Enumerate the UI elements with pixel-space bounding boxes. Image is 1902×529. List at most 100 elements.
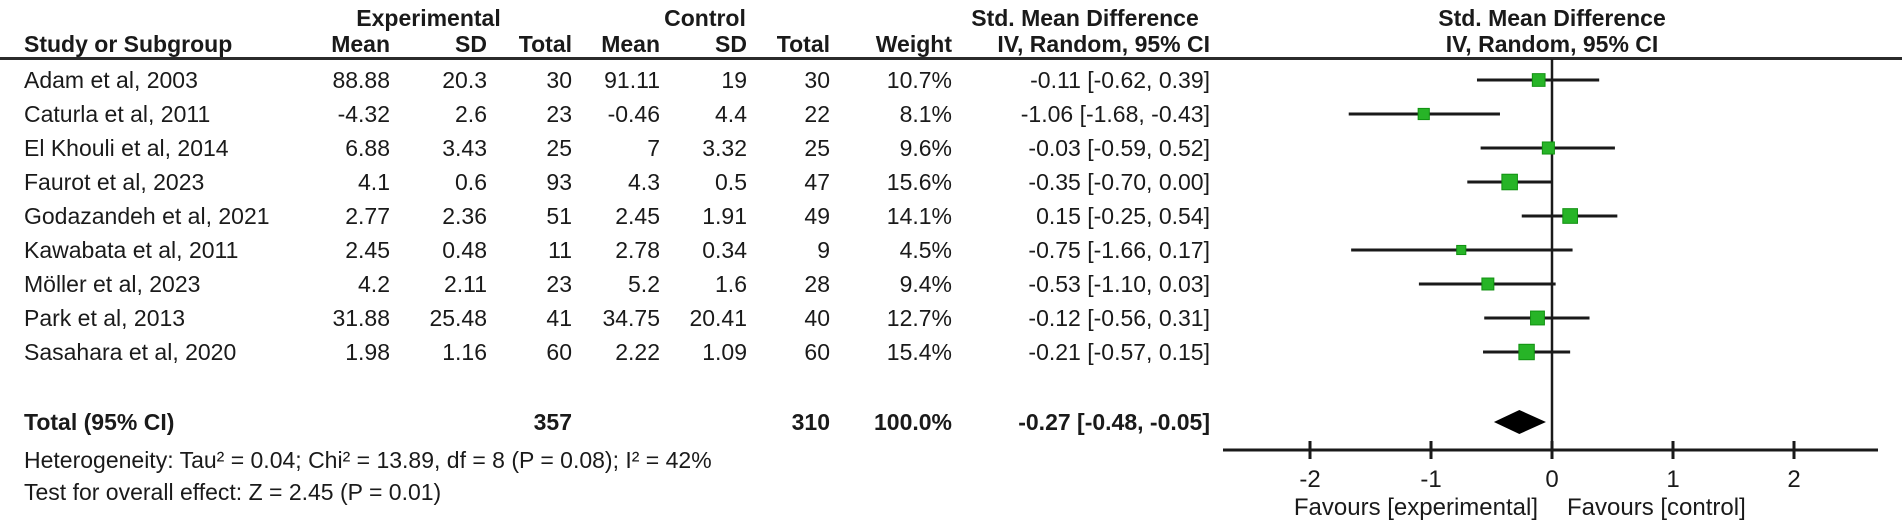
ci-value: -0.12 [-0.56, 0.31] [1028, 305, 1210, 331]
exp-total: 25 [546, 135, 572, 161]
effect-square [1481, 277, 1495, 291]
exp-total: 30 [546, 67, 572, 93]
ctl-total: 30 [804, 67, 830, 93]
ctl-total: 28 [804, 271, 830, 297]
exp-mean: 2.45 [345, 237, 390, 263]
total-exp-n: 357 [533, 409, 572, 435]
weight: 8.1% [899, 101, 952, 127]
exp-mean: 6.88 [345, 135, 390, 161]
effect-square [1501, 173, 1518, 191]
table-row: Park et al, 2013 31.88 25.48 41 34.75 20… [0, 301, 1260, 335]
exp-sd: 0.48 [442, 237, 487, 263]
table-row: Sasahara et al, 2020 1.98 1.16 60 2.22 1… [0, 335, 1260, 369]
exp-mean: -4.32 [337, 101, 390, 127]
ci-value: -0.35 [-0.70, 0.00] [1028, 169, 1210, 195]
ctl-sd: 1.09 [702, 339, 747, 365]
weight: 9.4% [899, 271, 952, 297]
header-control: Control [664, 5, 746, 31]
overall-effect-text: Test for overall effect: Z = 2.45 (P = 0… [24, 479, 442, 505]
exp-total: 93 [546, 169, 572, 195]
column-header-row: Study or Subgroup Mean SD Total Mean SD … [0, 31, 1902, 58]
table-row: Möller et al, 2023 4.2 2.11 23 5.2 1.6 2… [0, 267, 1260, 301]
ctl-sd: 0.34 [702, 237, 747, 263]
study-name: El Khouli et al, 2014 [24, 135, 229, 161]
ctl-total: 22 [804, 101, 830, 127]
header-group-row: Experimental Control Std. Mean Differenc… [0, 5, 1902, 32]
ci-value: -0.11 [-0.62, 0.39] [1030, 67, 1210, 93]
total-ctl-n: 310 [791, 409, 830, 435]
col-study-or-subgroup: Study or Subgroup [24, 31, 233, 57]
ctl-total: 47 [804, 169, 830, 195]
effect-square [1562, 208, 1578, 224]
weight: 4.5% [899, 237, 952, 263]
exp-total: 41 [546, 305, 572, 331]
exp-mean: 4.1 [358, 169, 390, 195]
ctl-total: 9 [817, 237, 830, 263]
ctl-mean: 2.45 [615, 203, 660, 229]
ctl-mean: 91.11 [604, 67, 660, 93]
exp-total: 23 [546, 101, 572, 127]
weight: 9.6% [899, 135, 952, 161]
weight: 14.1% [886, 203, 952, 229]
ci-value: -0.03 [-0.59, 0.52] [1028, 135, 1210, 161]
col-ci-plot: IV, Random, 95% CI [1445, 31, 1659, 57]
col-exp-total: Total [518, 31, 572, 57]
axis-tick-label: 0 [1545, 466, 1558, 493]
exp-sd: 2.11 [443, 271, 487, 297]
header-rule [0, 57, 1902, 60]
col-exp-mean: Mean [331, 31, 390, 57]
axis-tick-label: 1 [1666, 466, 1679, 493]
header-smd-left: Std. Mean Difference [971, 5, 1199, 31]
ctl-total: 60 [804, 339, 830, 365]
axis-tick-label: -1 [1420, 466, 1441, 493]
weight: 10.7% [886, 67, 952, 93]
exp-total: 51 [546, 203, 572, 229]
ctl-total: 40 [804, 305, 830, 331]
exp-mean: 4.2 [358, 271, 390, 297]
table-row: Caturla et al, 2011 -4.32 2.6 23 -0.46 4… [0, 97, 1260, 131]
heterogeneity-text: Heterogeneity: Tau² = 0.04; Chi² = 13.89… [24, 447, 712, 473]
col-ctl-total: Total [776, 31, 830, 57]
exp-sd: 3.43 [442, 135, 487, 161]
ci-value: -0.75 [-1.66, 0.17] [1028, 237, 1210, 263]
total-label: Total (95% CI) [24, 409, 175, 435]
ctl-sd: 1.6 [715, 271, 747, 297]
col-ci: IV, Random, 95% CI [997, 31, 1210, 57]
study-name: Caturla et al, 2011 [24, 101, 211, 127]
table-row: El Khouli et al, 2014 6.88 3.43 25 7 3.3… [0, 131, 1260, 165]
exp-mean: 31.88 [332, 305, 390, 331]
exp-mean: 2.77 [345, 203, 390, 229]
study-name: Sasahara et al, 2020 [24, 339, 237, 365]
forest-plot-canvas: -2 -1 0 1 2 Favours [experimental] Favours [co… [1223, 59, 1878, 521]
ci-value: 0.15 [-0.25, 0.54] [1036, 203, 1210, 229]
effect-square [1456, 244, 1467, 256]
exp-sd: 1.16 [442, 339, 487, 365]
study-name: Park et al, 2013 [24, 305, 186, 331]
ctl-mean: 34.75 [602, 305, 660, 331]
total-row: Total (95% CI) 357 310 100.0% -0.27 [-0.… [0, 405, 1260, 439]
favours-experimental-label: Favours [experimental] [1294, 494, 1538, 521]
col-ctl-mean: Mean [601, 31, 660, 57]
total-ci-value: -0.27 [-0.48, -0.05] [1018, 409, 1210, 435]
weight: 15.6% [886, 169, 952, 195]
exp-sd: 20.3 [442, 67, 487, 93]
ci-value: -0.53 [-1.10, 0.03] [1028, 271, 1210, 297]
ctl-sd: 3.32 [702, 135, 747, 161]
ctl-total: 25 [804, 135, 830, 161]
effect-square [1518, 343, 1535, 361]
col-ctl-sd: SD [715, 31, 747, 57]
table-row: Faurot et al, 2023 4.1 0.6 93 4.3 0.5 47… [0, 165, 1260, 199]
header-smd-right: Std. Mean Difference [1438, 5, 1666, 31]
ctl-mean: 4.3 [628, 169, 660, 195]
exp-sd: 25.48 [429, 305, 487, 331]
col-weight: Weight [875, 31, 952, 57]
exp-total: 11 [548, 237, 572, 263]
ctl-mean: 7 [647, 135, 660, 161]
exp-mean: 1.98 [345, 339, 390, 365]
ctl-mean: 5.2 [628, 271, 660, 297]
ci-value: -0.21 [-0.57, 0.15] [1028, 339, 1210, 365]
effect-square [1531, 73, 1546, 87]
favours-control-label: Favours [control] [1567, 494, 1746, 521]
ctl-mean: 2.78 [615, 237, 660, 263]
